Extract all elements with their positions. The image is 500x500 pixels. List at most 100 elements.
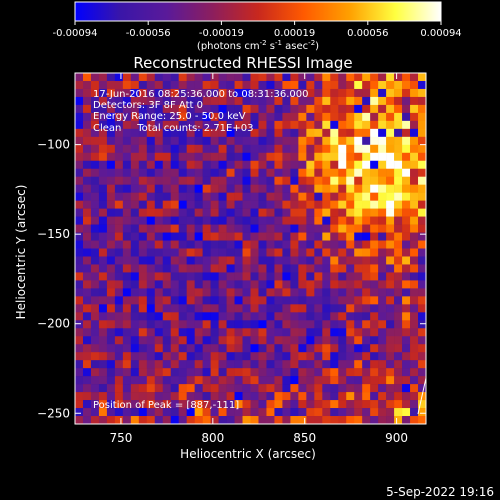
heatmap-cell bbox=[122, 120, 132, 130]
heatmap-cell bbox=[154, 216, 164, 225]
heatmap-cell bbox=[106, 296, 116, 305]
heatmap-cell bbox=[90, 216, 100, 225]
heatmap-cell bbox=[82, 112, 92, 122]
heatmap-cell bbox=[75, 184, 84, 193]
heatmap-cell bbox=[98, 96, 108, 106]
heatmap-cell bbox=[266, 328, 275, 337]
heatmap-cell bbox=[410, 256, 419, 265]
heatmap-cell bbox=[250, 152, 259, 162]
heatmap-cell bbox=[90, 96, 100, 106]
heatmap-cell bbox=[370, 200, 379, 209]
heatmap-cell bbox=[138, 328, 148, 337]
heatmap-cell bbox=[258, 88, 267, 98]
heatmap-cell bbox=[378, 312, 387, 321]
heatmap-cell bbox=[226, 224, 235, 233]
heatmap-cell bbox=[346, 176, 355, 185]
heatmap-cell bbox=[138, 144, 148, 154]
heatmap-cell bbox=[75, 208, 84, 217]
heatmap-cell bbox=[226, 96, 235, 106]
heatmap-cell bbox=[306, 80, 315, 90]
heatmap-cell bbox=[90, 296, 100, 305]
heatmap-cell bbox=[354, 80, 363, 90]
heatmap-cell bbox=[314, 200, 323, 209]
heatmap-cell bbox=[75, 112, 84, 122]
heatmap-cell bbox=[282, 104, 291, 114]
heatmap-cell bbox=[90, 336, 100, 345]
heatmap-cell bbox=[82, 120, 92, 130]
heatmap-cell bbox=[258, 200, 267, 209]
heatmap-cell bbox=[298, 128, 307, 138]
heatmap-cell bbox=[378, 416, 387, 424]
heatmap-cell bbox=[170, 168, 180, 178]
heatmap-cell bbox=[314, 360, 323, 369]
heatmap-cell bbox=[234, 288, 243, 297]
heatmap-cell bbox=[394, 176, 403, 185]
heatmap-cell bbox=[122, 200, 132, 209]
heatmap-cell bbox=[218, 264, 227, 273]
heatmap-cell bbox=[306, 168, 315, 178]
heatmap-cell bbox=[162, 248, 172, 257]
heatmap-cell bbox=[146, 360, 156, 369]
heatmap-cell bbox=[242, 400, 251, 409]
heatmap-cell bbox=[266, 264, 275, 273]
heatmap-cell bbox=[178, 416, 187, 424]
heatmap-cell bbox=[162, 88, 172, 98]
heatmap-cell bbox=[138, 352, 148, 361]
heatmap-cell bbox=[250, 232, 259, 241]
heatmap-cell bbox=[218, 248, 227, 257]
heatmap-cell bbox=[314, 416, 323, 424]
heatmap-cell bbox=[378, 184, 387, 193]
heatmap-cell bbox=[226, 416, 235, 424]
heatmap-cell bbox=[210, 96, 219, 106]
heatmap-cell bbox=[410, 168, 419, 178]
heatmap-cell bbox=[210, 176, 219, 185]
heatmap-cell bbox=[410, 240, 419, 249]
heatmap-cell bbox=[75, 88, 84, 98]
heatmap-cell bbox=[282, 112, 291, 122]
heatmap-cell bbox=[202, 200, 211, 209]
heatmap-cell bbox=[322, 200, 331, 209]
heatmap-cell bbox=[354, 296, 363, 305]
heatmap-cell bbox=[210, 416, 219, 424]
heatmap-cell bbox=[346, 272, 355, 281]
heatmap-cell bbox=[210, 360, 219, 369]
heatmap-cell bbox=[298, 192, 307, 201]
heatmap-cell bbox=[298, 352, 307, 361]
heatmap-cell bbox=[370, 368, 379, 377]
heatmap-cell bbox=[178, 168, 187, 178]
heatmap-cell bbox=[386, 104, 395, 114]
heatmap-cell bbox=[98, 120, 108, 130]
x-axis: 750 800 850 900 bbox=[109, 73, 408, 445]
heatmap-cell bbox=[346, 336, 355, 345]
heatmap-cell bbox=[138, 240, 148, 249]
heatmap-cell bbox=[402, 144, 411, 154]
heatmap-cell bbox=[130, 96, 140, 106]
heatmap-cell bbox=[322, 168, 331, 178]
heatmap-cell bbox=[330, 384, 339, 393]
heatmap-cell bbox=[322, 288, 331, 297]
heatmap-cell bbox=[178, 96, 187, 106]
heatmap-cell bbox=[282, 416, 291, 424]
heatmap-cell bbox=[210, 152, 219, 162]
heatmap-cell bbox=[98, 416, 108, 424]
heatmap-cell bbox=[330, 352, 339, 361]
heatmap-cell bbox=[130, 280, 140, 289]
heatmap-cell bbox=[210, 408, 219, 417]
heatmap-cell bbox=[418, 224, 426, 233]
heatmap-cell bbox=[186, 280, 195, 289]
heatmap-cell bbox=[402, 216, 411, 225]
heatmap-cell bbox=[282, 280, 291, 289]
heatmap-cell bbox=[218, 408, 227, 417]
heatmap-cell bbox=[114, 344, 124, 353]
heatmap-cell bbox=[162, 104, 172, 114]
heatmap-cell bbox=[138, 288, 148, 297]
heatmap-cell bbox=[82, 73, 92, 82]
heatmap-cell bbox=[274, 304, 283, 313]
heatmap-cell bbox=[330, 136, 339, 146]
heatmap-cell bbox=[146, 232, 156, 241]
heatmap-cell bbox=[90, 256, 100, 265]
heatmap-cell bbox=[106, 88, 116, 98]
heatmap-cell bbox=[202, 73, 211, 82]
heatmap-cell bbox=[330, 152, 339, 162]
heatmap-cell bbox=[122, 168, 132, 178]
